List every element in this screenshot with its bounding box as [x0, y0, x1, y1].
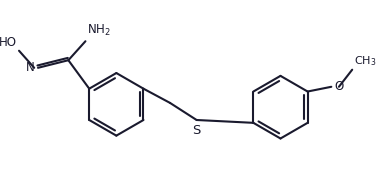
Text: S: S: [192, 124, 201, 137]
Text: HO: HO: [0, 36, 17, 49]
Text: N: N: [25, 61, 34, 74]
Text: CH$_3$: CH$_3$: [354, 54, 377, 68]
Text: O: O: [334, 80, 344, 93]
Text: NH$_2$: NH$_2$: [87, 23, 111, 38]
